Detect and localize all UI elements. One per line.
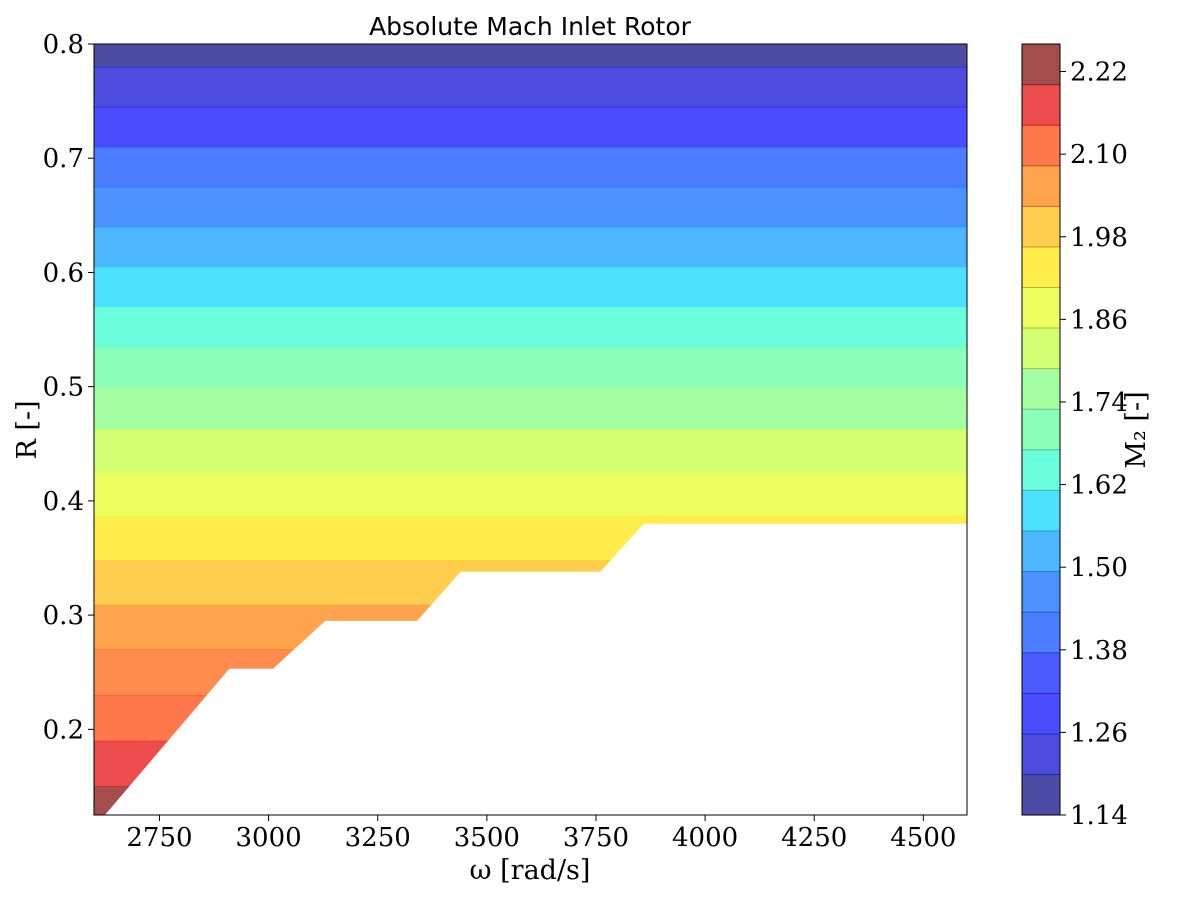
colorbar-tick-label: 1.14 — [1070, 801, 1128, 831]
x-tick-label: 3000 — [236, 823, 302, 853]
x-tick-label: 4500 — [890, 823, 956, 853]
colorbar-swatches — [1022, 44, 1060, 816]
contour-band-1 — [94, 66, 967, 108]
y-tick-label: 0.2 — [43, 715, 84, 745]
colorbar-swatch-1 — [1022, 733, 1060, 775]
contour-band-13 — [94, 560, 967, 606]
contour-band-18 — [94, 786, 967, 815]
colorbar-swatch-14 — [1022, 206, 1060, 248]
colorbar-tick-label: 1.74 — [1070, 388, 1128, 418]
contour-bands — [94, 44, 967, 815]
y-tick-label: 0.4 — [43, 487, 84, 517]
colorbar-tick-label: 1.62 — [1070, 471, 1128, 501]
contour-band-6 — [94, 266, 967, 308]
y-tick-label: 0.7 — [43, 144, 84, 174]
colorbar-swatch-18 — [1022, 44, 1060, 86]
colorbar-tick-label: 1.26 — [1070, 718, 1128, 748]
colorbar: 1.14 1.26 1.38 1.50 1.62 1.74 1.86 1.98 2.10 2.22… — [1021, 43, 1152, 831]
x-tick-label: 2750 — [126, 823, 192, 853]
colorbar-swatch-16 — [1022, 125, 1060, 167]
contour-band-15 — [94, 649, 967, 696]
contour-band-0 — [94, 44, 967, 68]
contour-band-14 — [94, 604, 967, 650]
contour-band-7 — [94, 306, 967, 348]
colorbar-swatch-10 — [1022, 368, 1060, 410]
y-tick-label: 0.5 — [43, 373, 84, 403]
contour-band-9 — [94, 386, 967, 430]
colorbar-swatch-8 — [1022, 449, 1060, 491]
contour-band-16 — [94, 695, 967, 742]
colorbar-tick-label: 1.86 — [1070, 305, 1128, 335]
colorbar-swatch-15 — [1022, 165, 1060, 207]
x-axis-label: ω [rad/s] — [470, 855, 591, 886]
contour-band-8 — [94, 346, 967, 388]
x-tick-label: 4250 — [781, 823, 847, 853]
x-tick-label: 3250 — [345, 823, 411, 853]
colorbar-frame — [1021, 43, 1061, 816]
x-axis: 2750 3000 3250 3500 3750 4000 4250 4500 — [126, 815, 956, 853]
plot-area — [93, 43, 968, 816]
contour-band-17 — [94, 740, 967, 787]
contour-band-2 — [94, 106, 967, 148]
plot-frame — [93, 43, 968, 816]
x-tick-label: 3750 — [563, 823, 629, 853]
contour-band-3 — [94, 146, 967, 188]
y-tick-label: 0.8 — [43, 30, 84, 60]
x-tick-label: 3500 — [454, 823, 520, 853]
colorbar-tick-label: 1.50 — [1070, 553, 1128, 583]
colorbar-label: M₂ [-] — [1121, 391, 1152, 468]
colorbar-swatch-17 — [1022, 84, 1060, 126]
y-tick-label: 0.3 — [43, 601, 84, 631]
colorbar-swatch-4 — [1022, 612, 1060, 654]
colorbar-tick-label: 1.98 — [1070, 223, 1128, 253]
contour-band-4 — [94, 186, 967, 228]
contour-band-11 — [94, 472, 967, 517]
colorbar-tick-label: 1.38 — [1070, 636, 1128, 666]
contour-band-12 — [94, 515, 967, 561]
colorbar-swatch-12 — [1022, 287, 1060, 329]
colorbar-swatch-2 — [1022, 693, 1060, 735]
y-axis: 0.2 0.3 0.4 0.5 0.6 0.7 0.8 — [43, 30, 94, 745]
colorbar-swatch-3 — [1022, 652, 1060, 694]
y-tick-label: 0.6 — [43, 258, 84, 288]
colorbar-swatch-9 — [1022, 409, 1060, 451]
contour-band-10 — [94, 428, 967, 473]
colorbar-swatch-13 — [1022, 246, 1060, 288]
colorbar-tick-label: 2.22 — [1070, 58, 1128, 88]
colorbar-swatch-5 — [1022, 571, 1060, 613]
contour-band-5 — [94, 226, 967, 268]
chart-title: Absolute Mach Inlet Rotor — [369, 12, 692, 41]
y-axis-label: R [-] — [12, 400, 43, 459]
colorbar-swatch-11 — [1022, 328, 1060, 370]
colorbar-swatch-0 — [1022, 774, 1060, 816]
colorbar-swatch-7 — [1022, 490, 1060, 532]
colorbar-swatch-6 — [1022, 530, 1060, 573]
colorbar-ticks: 1.14 1.26 1.38 1.50 1.62 1.74 1.86 1.98 2.10 2.22 — [1060, 58, 1128, 831]
colorbar-tick-label: 2.10 — [1070, 140, 1128, 170]
x-tick-label: 4000 — [672, 823, 738, 853]
